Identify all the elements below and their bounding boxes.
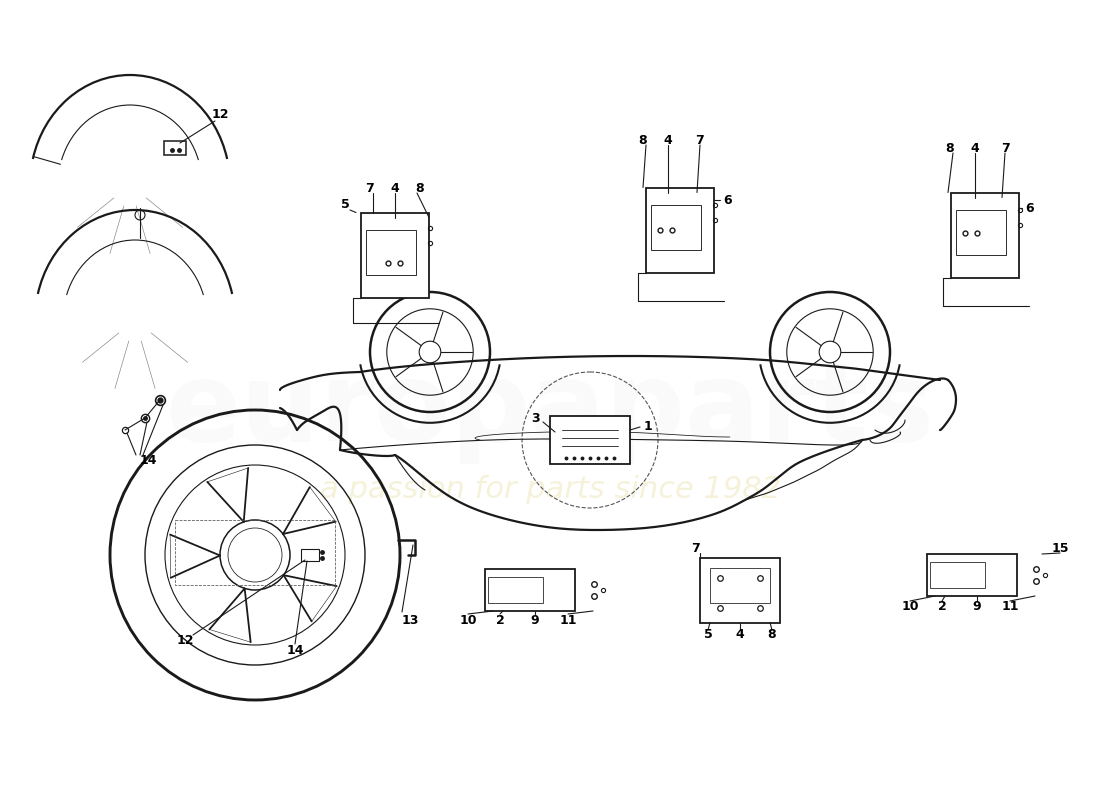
Text: 14: 14 [140,454,156,466]
Text: 9: 9 [530,614,539,626]
Text: europaparts: europaparts [165,357,935,463]
Bar [930,562,984,588]
Bar [487,577,542,603]
Text: 12: 12 [211,109,229,122]
Text: 7: 7 [695,134,704,146]
Text: 14: 14 [286,643,304,657]
Text: 4: 4 [390,182,399,194]
Text: 7: 7 [691,542,700,554]
Bar [301,549,319,561]
Text: 8: 8 [946,142,955,154]
Text: 5: 5 [341,198,350,211]
Bar [927,554,1018,596]
Text: a passion for parts since 1982: a passion for parts since 1982 [319,475,781,505]
Bar [710,567,770,602]
Bar [550,416,630,464]
Text: 8: 8 [768,629,777,642]
Text: 7: 7 [365,182,374,194]
Text: 12: 12 [176,634,194,646]
Text: 5: 5 [704,629,713,642]
Bar [646,187,714,273]
Text: 11: 11 [559,614,576,626]
Bar [175,520,336,585]
Text: 2: 2 [937,601,946,614]
Text: 2: 2 [496,614,505,626]
Text: 11: 11 [1001,601,1019,614]
Text: 8: 8 [416,182,425,194]
Bar [361,213,429,298]
Text: 4: 4 [970,142,979,154]
Bar [700,558,780,622]
Bar [485,569,575,611]
Text: 9: 9 [972,601,981,614]
Bar [650,205,701,250]
Text: 4: 4 [663,134,672,146]
Text: 3: 3 [530,411,539,425]
Bar [952,193,1019,278]
Text: 10: 10 [901,601,918,614]
Text: 10: 10 [460,614,476,626]
Text: 15: 15 [1052,542,1069,554]
Text: 4: 4 [736,629,745,642]
Bar [164,141,186,155]
Text: 8: 8 [639,134,647,146]
Bar [365,230,416,274]
Text: 13: 13 [402,614,419,626]
Text: 1: 1 [644,421,652,434]
Text: 6: 6 [1025,202,1034,214]
Bar [956,210,1005,254]
Text: 7: 7 [1001,142,1010,154]
Text: 6: 6 [724,194,733,206]
